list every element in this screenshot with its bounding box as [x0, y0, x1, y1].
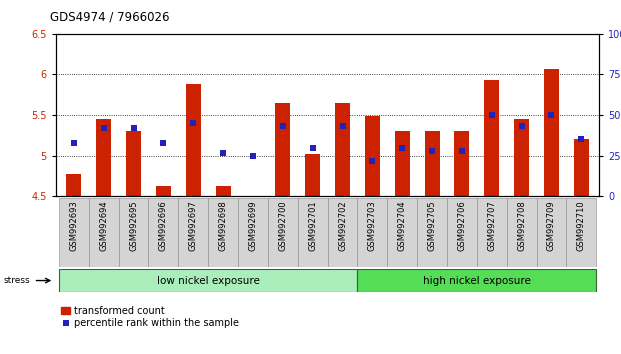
Text: GSM992707: GSM992707 — [487, 200, 496, 251]
Text: GSM992695: GSM992695 — [129, 200, 138, 251]
Bar — [566, 198, 596, 267]
Text: high nickel exposure: high nickel exposure — [423, 275, 531, 286]
Bar — [537, 198, 566, 267]
Text: GSM992706: GSM992706 — [458, 200, 466, 251]
Bar — [507, 198, 537, 267]
Text: low nickel exposure: low nickel exposure — [156, 275, 260, 286]
Bar — [514, 119, 529, 196]
Bar — [328, 198, 358, 267]
Text: GSM992703: GSM992703 — [368, 200, 377, 251]
Bar — [425, 131, 440, 196]
Text: GSM992701: GSM992701 — [308, 200, 317, 251]
Bar — [297, 198, 327, 267]
Bar — [388, 198, 417, 267]
Bar — [305, 154, 320, 196]
Text: GSM992700: GSM992700 — [278, 200, 288, 251]
Bar — [156, 186, 171, 196]
Text: GSM992697: GSM992697 — [189, 200, 197, 251]
Bar — [126, 131, 141, 196]
Text: GSM992696: GSM992696 — [159, 200, 168, 251]
Bar — [148, 198, 178, 267]
Bar — [119, 198, 148, 267]
Text: GSM992708: GSM992708 — [517, 200, 526, 251]
Bar — [574, 139, 589, 196]
Bar — [417, 198, 447, 267]
Bar — [89, 198, 119, 267]
Bar — [59, 198, 89, 267]
Text: GDS4974 / 7966026: GDS4974 / 7966026 — [50, 11, 169, 24]
Bar — [365, 116, 380, 196]
Bar — [66, 174, 81, 196]
Text: GSM992694: GSM992694 — [99, 200, 108, 251]
Bar — [268, 198, 297, 267]
Bar — [447, 198, 477, 267]
Text: GSM992705: GSM992705 — [428, 200, 437, 251]
Text: GSM992704: GSM992704 — [397, 200, 407, 251]
Bar — [455, 131, 469, 196]
Bar — [335, 103, 350, 196]
Bar — [215, 186, 230, 196]
Text: stress: stress — [3, 276, 30, 285]
Bar — [96, 119, 111, 196]
Text: GSM992693: GSM992693 — [70, 200, 78, 251]
Bar — [358, 269, 596, 292]
Legend: transformed count, percentile rank within the sample: transformed count, percentile rank withi… — [61, 306, 239, 328]
Text: GSM992699: GSM992699 — [248, 200, 258, 251]
Bar — [544, 69, 559, 196]
Bar — [358, 198, 388, 267]
Text: GSM992698: GSM992698 — [219, 200, 227, 251]
Text: GSM992710: GSM992710 — [577, 200, 586, 251]
Bar — [178, 198, 208, 267]
Bar — [238, 198, 268, 267]
Bar — [59, 269, 358, 292]
Bar — [484, 80, 499, 196]
Bar — [208, 198, 238, 267]
Text: GSM992702: GSM992702 — [338, 200, 347, 251]
Bar — [477, 198, 507, 267]
Text: GSM992709: GSM992709 — [547, 200, 556, 251]
Bar — [186, 84, 201, 196]
Bar — [395, 131, 410, 196]
Bar — [275, 103, 290, 196]
